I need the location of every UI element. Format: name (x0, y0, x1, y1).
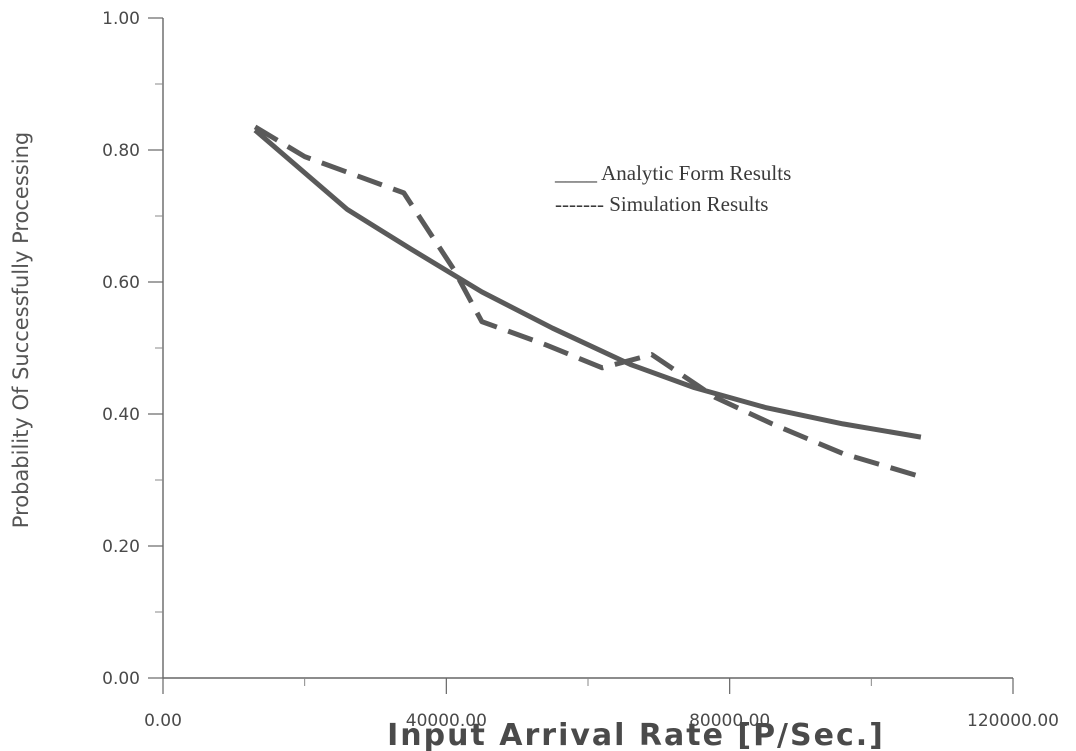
legend: ____ Analytic Form Results ------- Simul… (554, 161, 791, 216)
series-layer (253, 124, 922, 480)
x-ticks: 0.00 40000.00 80000.00 120000.00 (144, 678, 1059, 731)
x-tick-label: 0.00 (144, 711, 182, 731)
x-tick-label: 40000.00 (406, 711, 487, 731)
x-axis-title: Input Arrival Rate [P/Sec.] (387, 718, 885, 751)
x-tick-label: 80000.00 (689, 711, 770, 731)
y-axis-title: Probability Of Successfully Processing (9, 132, 33, 528)
series-line-simulation (253, 124, 922, 480)
series-line-analytic (253, 128, 922, 440)
y-tick-label: 1.00 (102, 9, 140, 29)
legend-entry-simulation: ------- Simulation Results (555, 192, 768, 216)
y-tick-label: 0.40 (102, 405, 140, 425)
legend-entry-analytic: ____ Analytic Form Results (554, 161, 791, 185)
y-tick-label: 0.20 (102, 537, 140, 557)
y-tick-label: 0.60 (102, 273, 140, 293)
axes (162, 18, 1013, 679)
y-tick-label: 0.80 (102, 141, 140, 161)
x-tick-label: 120000.00 (967, 711, 1059, 731)
y-tick-label: 0.00 (102, 669, 140, 689)
y-ticks: 0.00 0.20 0.40 0.60 0.80 1.00 (102, 9, 163, 689)
